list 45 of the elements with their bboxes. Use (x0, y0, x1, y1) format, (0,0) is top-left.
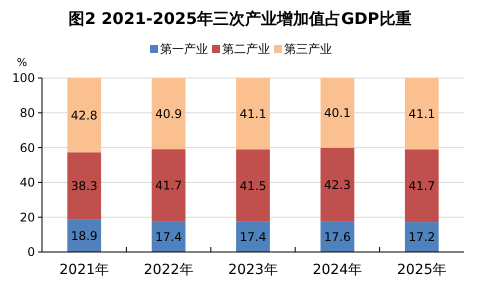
bar (320, 221, 354, 252)
chart-title: 图2 2021-2025年三次产业增加值占GDP比重 (68, 9, 412, 28)
data-label: 17.4 (155, 230, 182, 244)
y-tick-label: 40 (20, 176, 35, 190)
y-tick-label: 20 (20, 210, 35, 224)
bar (404, 222, 439, 252)
bar (404, 78, 439, 150)
data-label: 40.9 (155, 106, 182, 121)
data-label: 42.8 (70, 108, 98, 122)
data-label: 41.1 (240, 106, 266, 121)
bar (67, 152, 102, 220)
data-label: 17.4 (240, 230, 266, 244)
data-label: 17.2 (408, 230, 436, 244)
data-label: 41.7 (155, 178, 182, 193)
x-tick-label: 2022年 (144, 262, 194, 278)
bar (320, 78, 354, 148)
x-tick-label: 2021年 (59, 262, 110, 278)
bar (320, 148, 354, 222)
bar (152, 78, 186, 150)
x-tick-label: 2025年 (396, 262, 447, 278)
bar (236, 222, 270, 252)
data-label: 40.1 (324, 106, 351, 120)
bar (152, 222, 186, 252)
x-tick-label: 2023年 (228, 262, 278, 278)
legend-label: 第三产业 (284, 42, 332, 56)
y-tick-label: 60 (20, 140, 35, 155)
bar (152, 149, 186, 222)
bar (67, 78, 102, 152)
y-tick-label: 0 (27, 245, 35, 260)
legend-label: 第一产业 (160, 42, 208, 56)
y-tick-label: 100 (12, 71, 35, 86)
bar (236, 78, 270, 150)
x-tick-label: 2024年 (312, 262, 362, 278)
data-label: 18.9 (70, 228, 98, 243)
data-label: 42.3 (324, 178, 351, 192)
legend-label: 第二产业 (222, 42, 270, 56)
data-label: 41.1 (408, 106, 436, 121)
y-axis-title: % (16, 56, 28, 69)
data-label: 17.6 (324, 230, 351, 244)
data-label: 41.7 (408, 178, 436, 193)
bar (404, 150, 439, 222)
data-label: 38.3 (70, 178, 98, 193)
bar (236, 150, 270, 222)
y-tick-label: 80 (20, 106, 35, 120)
data-label: 41.5 (240, 178, 266, 193)
